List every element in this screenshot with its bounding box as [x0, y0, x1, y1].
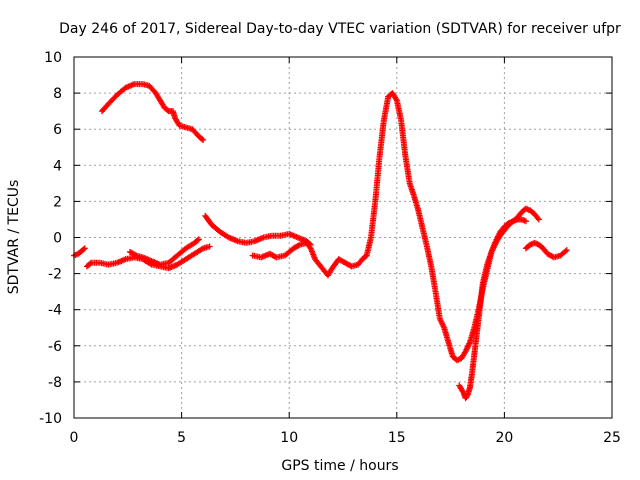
y-tick-label: 4: [53, 158, 62, 174]
data-point: [80, 246, 87, 253]
series-arc-3: [83, 243, 213, 272]
series-arc-1: [71, 245, 88, 259]
x-tick-label: 15: [388, 430, 406, 446]
x-tick-label: 20: [495, 430, 513, 446]
plot-border: [73, 56, 613, 419]
y-tick-label: -10: [39, 411, 62, 427]
series-arc-4: [126, 236, 202, 268]
x-tick-label: 5: [177, 430, 186, 446]
x-axis-label: GPS time / hours: [281, 458, 398, 474]
data-point: [195, 236, 202, 243]
data-point: [206, 243, 213, 250]
series-arc-2: [98, 81, 207, 144]
data-point: [199, 136, 206, 143]
y-tick-label: -8: [48, 375, 62, 391]
y-tick-label: 2: [53, 194, 62, 210]
grid: [74, 57, 612, 418]
y-tick-label: -4: [48, 303, 62, 319]
data-point: [132, 251, 139, 258]
data-point: [194, 237, 201, 244]
data-point: [295, 242, 302, 249]
chart-title: Day 246 of 2017, Sidereal Day-to-day VTE…: [59, 21, 621, 37]
y-tick-label: -6: [48, 339, 62, 355]
data-point: [562, 248, 569, 255]
y-tick-label: 8: [53, 86, 62, 102]
data-point: [87, 260, 94, 267]
series-arc-7: [456, 216, 529, 402]
y-tick-label: 6: [53, 122, 62, 138]
y-axis-ticks: -10 -8 -6 -4 -2 0 2 4 6 8 10: [39, 50, 612, 427]
series-arc-8: [522, 239, 570, 261]
series-arc-5: [202, 212, 314, 248]
y-axis-label: SDTVAR / TECUs: [6, 180, 22, 295]
x-axis-ticks: 0 5 10 15 20 25: [70, 57, 621, 446]
data-point: [200, 137, 207, 144]
data-series: [71, 81, 570, 402]
data-point: [522, 218, 529, 225]
x-tick-label: 25: [603, 430, 621, 446]
data-point: [563, 247, 570, 254]
data-point: [535, 216, 542, 223]
y-tick-label: 0: [53, 231, 62, 247]
x-tick-label: 0: [70, 430, 79, 446]
y-tick-label: -2: [48, 267, 62, 283]
x-tick-label: 10: [280, 430, 298, 446]
data-point: [81, 245, 88, 252]
y-tick-label: 10: [44, 50, 62, 66]
